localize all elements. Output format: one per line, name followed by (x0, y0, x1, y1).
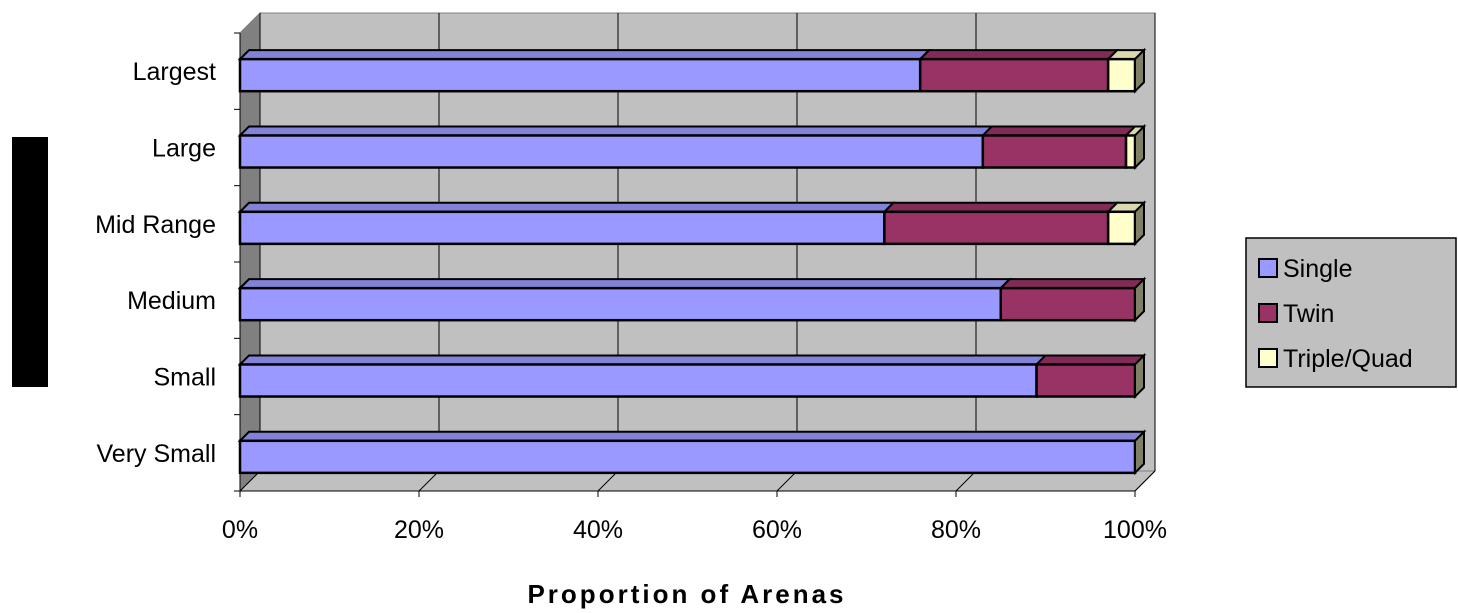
bar-top (237, 354, 1048, 366)
bar (238, 286, 1002, 322)
bar-end (1134, 276, 1145, 323)
ylabel-box (12, 137, 48, 387)
bar (1124, 134, 1137, 169)
x-tick-label: 0% (222, 516, 258, 544)
bar (918, 57, 1110, 93)
bar (238, 134, 985, 169)
bar-top (237, 201, 896, 213)
bar (238, 363, 1038, 398)
legend: Single Twin Triple/Quad (1245, 237, 1457, 388)
bar-top (881, 201, 1120, 213)
x-axis-title: Proportion of Arenas (527, 579, 846, 609)
bar-top (237, 278, 1013, 290)
plot-area (237, 11, 1157, 493)
y-tick-label: Largest (133, 58, 216, 86)
y-tick-label: Medium (127, 287, 216, 315)
bar-top (237, 430, 1147, 442)
bar-top (237, 125, 995, 137)
bar-top (998, 278, 1147, 290)
bar (238, 210, 886, 246)
bar (238, 439, 1137, 475)
legend-label: Twin (1283, 300, 1334, 328)
legend-label: Single (1283, 255, 1353, 283)
bar (999, 286, 1137, 322)
x-tick-label: 40% (573, 516, 623, 544)
legend-box (1245, 237, 1457, 388)
floor-gridline (239, 470, 261, 492)
y-tick-label: Large (152, 135, 216, 163)
y-tick-label: Very Small (97, 440, 216, 468)
bar-top (917, 49, 1120, 61)
x-tick-label: 20% (394, 516, 444, 544)
bar-end (1134, 124, 1145, 170)
bar (1106, 210, 1137, 246)
x-tick-label: 60% (752, 516, 802, 544)
bar (1035, 363, 1137, 398)
floor-gridline (955, 470, 977, 492)
bar-top (980, 125, 1138, 137)
legend-swatch (1258, 258, 1278, 278)
axis-ticks: Very Small Small Medium Mid Range Large Large… (95, 32, 1167, 544)
x-tick-label: 80% (931, 516, 981, 544)
bar-end (1134, 47, 1145, 94)
bar (238, 57, 922, 93)
y-tick-label: Mid Range (95, 211, 216, 239)
y-tick-label: Small (153, 364, 216, 392)
x-tick-label: 100% (1103, 516, 1167, 544)
floor-gridline (776, 470, 798, 492)
legend-swatch (1258, 303, 1278, 323)
bar-top (237, 49, 932, 61)
bar (981, 134, 1128, 169)
bar (1106, 57, 1137, 93)
bar-end (1134, 353, 1145, 399)
bar-end (1134, 429, 1145, 476)
floor-gridline (597, 470, 619, 492)
legend-label: Triple/Quad (1283, 345, 1413, 373)
bar (883, 210, 1110, 246)
floor-gridline (418, 470, 440, 492)
floor-gridline (1134, 470, 1156, 492)
legend-swatch (1258, 348, 1278, 368)
bar-top (1034, 354, 1147, 366)
bar-end (1134, 200, 1145, 247)
